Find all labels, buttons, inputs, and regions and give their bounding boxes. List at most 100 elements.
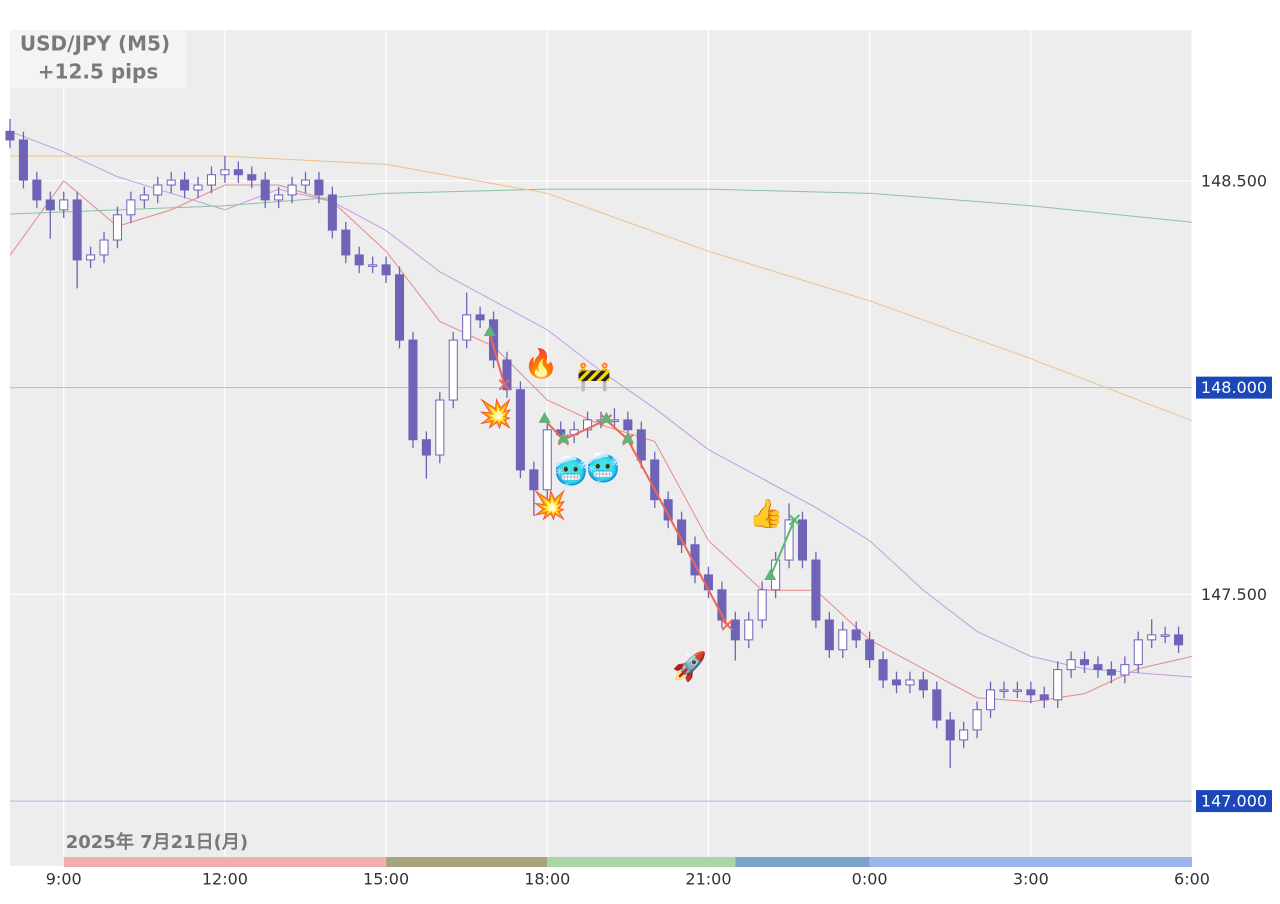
title-box bbox=[10, 30, 186, 88]
candle-body bbox=[448, 339, 458, 401]
session-band bbox=[386, 857, 548, 867]
x-tick-label: 3:00 bbox=[1013, 870, 1049, 889]
candle-body bbox=[529, 469, 539, 491]
candle-body bbox=[1080, 659, 1090, 666]
candle-body bbox=[394, 274, 405, 341]
annotation: 🥶 bbox=[586, 451, 621, 485]
candle-body bbox=[542, 429, 552, 491]
candle-body bbox=[233, 169, 243, 176]
candle-body bbox=[475, 314, 485, 321]
candle-body bbox=[408, 339, 418, 441]
candle-body bbox=[32, 179, 42, 201]
candle-body bbox=[891, 679, 902, 686]
candle-body bbox=[865, 639, 875, 661]
candle-body bbox=[99, 239, 109, 256]
x-tick-label: 9:00 bbox=[46, 870, 82, 889]
trade-exit bbox=[788, 514, 801, 526]
candle-body bbox=[153, 184, 163, 196]
candle-body bbox=[5, 130, 15, 141]
candle-body bbox=[126, 199, 136, 216]
candle-body bbox=[247, 174, 257, 181]
candle-body bbox=[690, 544, 700, 576]
session-band bbox=[547, 857, 736, 867]
candle-body bbox=[797, 519, 808, 561]
candle-body bbox=[59, 199, 69, 211]
plot-background bbox=[10, 30, 1192, 866]
candle-body bbox=[744, 619, 754, 641]
candle-body bbox=[193, 184, 203, 191]
candle-body bbox=[730, 619, 740, 641]
trade-line bbox=[626, 439, 729, 626]
candle-body bbox=[1039, 694, 1049, 701]
x-tick-label: 18:00 bbox=[524, 870, 570, 889]
candle-body bbox=[260, 179, 270, 201]
y-tick-label: 147.000 bbox=[1201, 792, 1267, 811]
candle-body bbox=[287, 184, 297, 196]
candle-body bbox=[435, 399, 445, 456]
trade-exit bbox=[721, 619, 733, 631]
candle-body bbox=[206, 174, 217, 186]
candle-body bbox=[1120, 664, 1130, 676]
moving-average bbox=[9, 188, 1193, 223]
candle-body bbox=[45, 199, 55, 211]
trade-exit bbox=[498, 379, 510, 391]
candle-body bbox=[650, 459, 660, 501]
trade-entry bbox=[764, 568, 777, 580]
x-tick-label: 6:00 bbox=[1174, 870, 1210, 889]
trade-entry bbox=[600, 411, 613, 423]
candle-body bbox=[1093, 664, 1103, 671]
candle-body bbox=[18, 139, 28, 181]
annotation: 💥 bbox=[478, 397, 513, 430]
candle-body bbox=[999, 689, 1009, 692]
candle-body bbox=[1053, 669, 1063, 701]
candle-body bbox=[878, 659, 888, 681]
candle-body bbox=[824, 619, 834, 651]
trade-entry bbox=[538, 411, 551, 423]
x-tick-label: 15:00 bbox=[363, 870, 409, 889]
trade-entry bbox=[483, 325, 496, 337]
candle-body bbox=[462, 314, 472, 341]
y-tick-label: 147.500 bbox=[1201, 585, 1267, 604]
candle-body bbox=[166, 179, 176, 186]
candle-body bbox=[972, 709, 982, 731]
candle-body bbox=[300, 179, 311, 186]
candle-body bbox=[905, 679, 915, 686]
y-tick-highlight bbox=[1196, 376, 1272, 399]
candle-body bbox=[1066, 659, 1076, 671]
annotation: 🚧 bbox=[577, 360, 612, 393]
candle-body bbox=[274, 194, 284, 201]
candle-body bbox=[932, 689, 942, 721]
candle-body bbox=[1106, 669, 1116, 676]
x-tick-label: 21:00 bbox=[685, 870, 731, 889]
y-tick-label: 148.500 bbox=[1201, 171, 1267, 190]
x-tick-label: 0:00 bbox=[852, 870, 888, 889]
candle-body bbox=[86, 254, 96, 261]
candle-body bbox=[609, 419, 619, 422]
candle-body bbox=[327, 194, 337, 231]
trade-entry bbox=[557, 431, 570, 443]
candle-body bbox=[918, 679, 928, 691]
candle-body bbox=[703, 574, 713, 591]
annotation: 👍 bbox=[749, 497, 784, 530]
candle-body bbox=[945, 719, 955, 741]
candle-body bbox=[139, 194, 149, 201]
candle-body bbox=[112, 214, 122, 241]
session-band bbox=[63, 857, 387, 867]
chart-subtitle: +12.5 pips bbox=[38, 60, 158, 84]
candle-body bbox=[180, 179, 190, 191]
candle-body bbox=[72, 199, 82, 261]
candle-body bbox=[636, 429, 646, 461]
candle-body bbox=[381, 264, 391, 276]
candle-body bbox=[1133, 639, 1143, 666]
y-tick-highlight bbox=[1196, 790, 1272, 813]
candle-body bbox=[1160, 634, 1170, 637]
annotation: 🔥 bbox=[524, 347, 559, 380]
candle-body bbox=[502, 359, 512, 391]
session-band bbox=[735, 857, 870, 867]
candle-body bbox=[985, 689, 996, 711]
candle-body bbox=[717, 589, 727, 621]
candle-body bbox=[583, 419, 593, 431]
candle-body bbox=[489, 319, 499, 361]
trade-entry bbox=[621, 431, 634, 443]
trade-line bbox=[488, 332, 506, 386]
